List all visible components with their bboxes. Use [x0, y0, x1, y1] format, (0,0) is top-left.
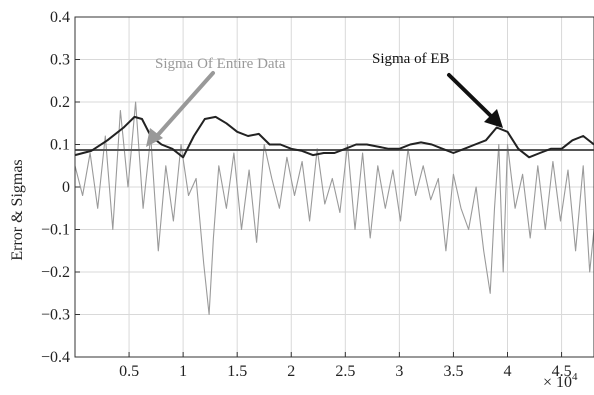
- series-layer: [74, 101, 594, 316]
- y-tick-label: 0.1: [50, 137, 70, 154]
- x-tick-label: 3: [395, 363, 403, 380]
- x-tick-label: 2: [287, 363, 295, 380]
- x-axis-multiplier-base: × 10: [543, 374, 572, 391]
- x-axis-multiplier-exponent: 4: [572, 371, 578, 383]
- sigma-entire-data-annotation: Sigma Of Entire Data: [155, 56, 286, 72]
- sigma-entire-data-arrow-shaft: [154, 71, 215, 139]
- sigma-entire-data-arrow-head: [146, 128, 163, 147]
- y-tick-label: −0.1: [41, 222, 70, 239]
- y-tick-label: 0: [62, 179, 70, 196]
- annotations: Sigma Of Entire Data Sigma of EB: [146, 51, 503, 147]
- x-tick-label: 0.5: [119, 363, 139, 380]
- y-tick-label: −0.4: [41, 349, 70, 366]
- y-tick-label: −0.3: [41, 307, 70, 324]
- y-tick-label: 0.4: [50, 9, 70, 26]
- sigma-eb-line: [74, 115, 594, 159]
- y-tick-label: 0.2: [50, 94, 70, 111]
- error-series-line: [74, 101, 594, 316]
- sigma-eb-annotation: Sigma of EB: [372, 51, 450, 67]
- x-tick-label: 4: [504, 363, 512, 380]
- x-tick-label: 4.5: [552, 363, 572, 380]
- y-tick-label: 0.3: [50, 52, 70, 69]
- ticks: 0.5 1 1.5 2 2.5 3 3.5 4 4.5 −0.4 −0.3 −0.2 −0.1 0 0.1 0…: [41, 9, 572, 380]
- sigma-eb-arrow-shaft: [447, 73, 495, 120]
- x-tick-label: 3.5: [443, 363, 463, 380]
- x-tick-label: 1.5: [227, 363, 247, 380]
- y-axis-label: Error & Sigmas: [9, 159, 26, 260]
- x-axis-multiplier: × 104: [543, 371, 578, 391]
- x-tick-label: 1: [179, 363, 187, 380]
- y-tick-label: −0.2: [41, 264, 70, 281]
- sigma-eb-arrow-head: [484, 109, 503, 128]
- x-tick-label: 2.5: [335, 363, 355, 380]
